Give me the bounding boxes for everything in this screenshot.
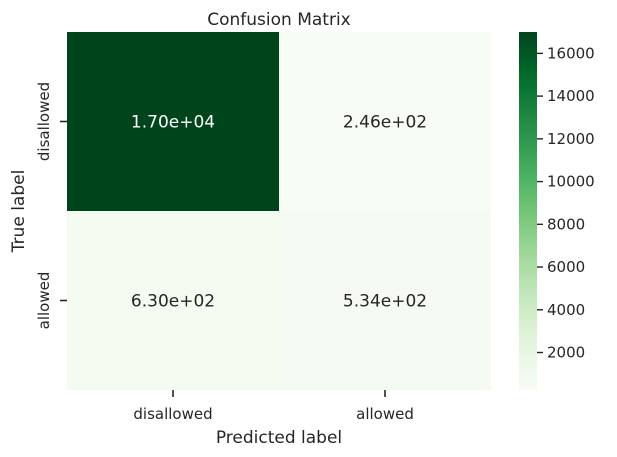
chart-title: Confusion Matrix [207,10,351,30]
cell-annotation: 1.70e+04 [131,113,215,133]
colorbar-tick-label: 12000 [547,130,595,148]
colorbar-tick-label: 8000 [547,215,585,233]
colorbar-tick-label: 16000 [547,44,595,62]
colorbar-tick-label: 10000 [547,173,595,191]
y-axis-label: True label [9,170,29,254]
x-tick-label: allowed [356,405,414,423]
cell-annotation: 2.46e+02 [343,113,427,133]
x-axis-label: Predicted label [216,428,342,448]
colorbar: 2000 4000 6000 8000 10000 12000 14000 16000 [519,32,595,390]
heatmap-cell [67,211,279,390]
x-tick-label: disallowed [133,405,212,423]
y-axis: disallowed allowed [35,82,67,329]
y-tick-label: disallowed [35,82,53,161]
colorbar-tick-label: 4000 [547,301,585,319]
heatmap-cell [279,211,491,390]
colorbar-tick-label: 2000 [547,344,585,362]
colorbar-tick-label: 6000 [547,258,585,276]
x-axis: disallowed allowed [133,390,414,423]
cell-annotation: 6.30e+02 [131,292,215,312]
y-tick-label: allowed [35,272,53,330]
heatmap-cell [279,32,491,211]
heatmap-cell [67,32,279,211]
colorbar-tick-label: 14000 [547,87,595,105]
cell-annotation: 5.34e+02 [343,292,427,312]
colorbar-gradient [519,32,537,390]
heatmap-area: 1.70e+04 2.46e+02 6.30e+02 5.34e+02 [67,32,491,390]
